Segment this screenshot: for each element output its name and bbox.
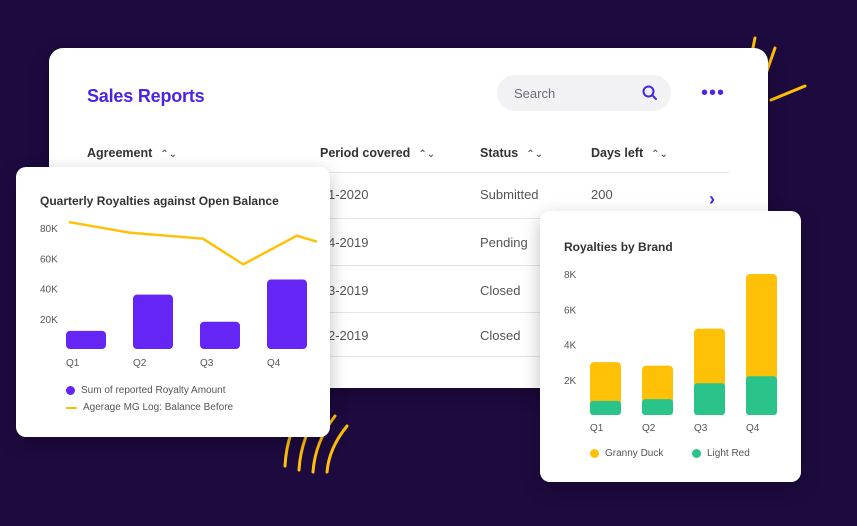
- bar-segment-light-red: [590, 400, 621, 415]
- x-tick-label: Q1: [590, 423, 604, 434]
- chart-title: Quarterly Royalties against Open Balance: [40, 194, 279, 208]
- bar-segment-granny-duck: [642, 365, 673, 404]
- y-tick-label: 2K: [564, 376, 577, 387]
- bar-segment-granny-duck: [746, 274, 777, 381]
- quarterly-royalties-chart-card: Quarterly Royalties against Open Balance…: [16, 167, 330, 437]
- legend-swatch: [66, 386, 75, 395]
- table-cell-period: 2-2019: [328, 328, 369, 343]
- page-title: Sales Reports: [87, 86, 205, 106]
- bar-segment-light-red: [642, 399, 673, 415]
- legend-item-light-red: Light Red: [692, 448, 750, 459]
- y-tick-label: 40K: [40, 285, 58, 296]
- bar-segment-light-red: [694, 383, 725, 415]
- sort-icon[interactable]: ⌃⌄: [160, 149, 178, 160]
- more-options-icon[interactable]: •••: [701, 82, 726, 104]
- y-tick-label: 6K: [564, 305, 577, 316]
- search-input[interactable]: Search: [514, 86, 556, 101]
- y-tick-label: 20K: [40, 315, 58, 326]
- legend-swatch: [66, 406, 77, 409]
- divider: [87, 356, 729, 357]
- royalties-by-brand-chart-card: Royalties by Brand 2K 4K 6K 8K Q1 Q2 Q3 Q4 Gran…: [540, 211, 801, 482]
- sort-icon[interactable]: ⌃⌄: [651, 149, 668, 160]
- column-header-period[interactable]: Period covered ⌃⌄: [320, 146, 436, 160]
- royalties-by-brand-chart: 2K 4K 6K 8K Q1 Q2 Q3 Q4: [564, 270, 777, 434]
- bar: [66, 330, 106, 349]
- sort-icon[interactable]: ⌃⌄: [526, 149, 543, 160]
- column-header-agreement[interactable]: Agreement ⌃⌄: [87, 146, 178, 160]
- legend-item-balance-before: Agerage MG Log: Balance Before: [66, 402, 233, 413]
- column-header-status[interactable]: Status ⌃⌄: [480, 146, 543, 160]
- bar-segment-granny-duck: [590, 362, 621, 405]
- search-box[interactable]: Search: [497, 75, 671, 111]
- legend-swatch: [590, 449, 599, 458]
- table-cell-status: Closed: [480, 328, 521, 343]
- divider: [87, 312, 729, 313]
- quarterly-royalties-chart: 20K 40K 60K 80K Q1 Q2 Q3 Q4: [40, 220, 318, 369]
- x-tick-label: Q2: [642, 423, 656, 434]
- legend-item-royalty-amount: Sum of reported Royalty Amount: [66, 385, 226, 396]
- x-tick-label: Q3: [200, 358, 214, 369]
- x-tick-label: Q1: [66, 358, 80, 369]
- series-line: [68, 220, 318, 266]
- bar-segment-granny-duck: [694, 328, 725, 388]
- search-icon[interactable]: [641, 84, 659, 102]
- legend-swatch: [692, 449, 701, 458]
- row-chevron-icon[interactable]: ›: [709, 189, 715, 209]
- table-cell-period: 1-2020: [328, 187, 369, 202]
- table-cell-days-left: 200: [591, 187, 613, 202]
- x-tick-label: Q3: [694, 423, 708, 434]
- table-cell-period: 3-2019: [328, 283, 369, 298]
- x-tick-label: Q4: [746, 423, 760, 434]
- chart-title: Royalties by Brand: [564, 240, 673, 254]
- y-tick-label: 8K: [564, 270, 577, 281]
- legend-item-granny-duck: Granny Duck: [590, 448, 663, 459]
- bar: [267, 279, 307, 349]
- sort-icon[interactable]: ⌃⌄: [418, 149, 436, 160]
- bar: [133, 294, 173, 349]
- table-cell-status: Submitted: [480, 187, 539, 202]
- y-tick-label: 60K: [40, 254, 58, 265]
- bar-segment-light-red: [746, 376, 777, 415]
- bar: [200, 321, 240, 349]
- column-header-days-left[interactable]: Days left ⌃⌄: [591, 146, 668, 160]
- divider: [87, 172, 729, 173]
- table-cell-status: Pending: [480, 235, 528, 250]
- table-cell-status: Closed: [480, 283, 521, 298]
- divider: [87, 218, 729, 219]
- y-tick-label: 80K: [40, 224, 58, 235]
- x-tick-label: Q2: [133, 358, 147, 369]
- x-tick-label: Q4: [267, 358, 281, 369]
- y-tick-label: 4K: [564, 341, 577, 352]
- divider: [87, 265, 729, 266]
- table-cell-period: 4-2019: [328, 235, 369, 250]
